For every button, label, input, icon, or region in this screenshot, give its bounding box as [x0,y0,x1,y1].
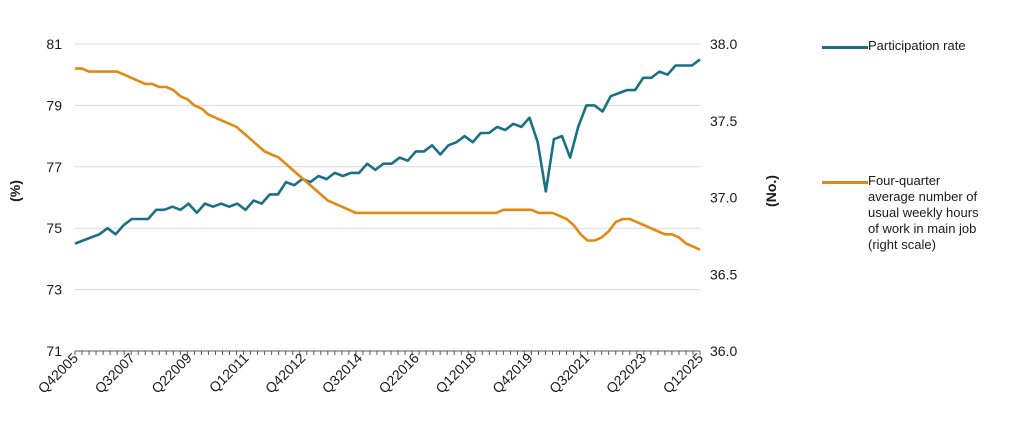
left-axis-title: (%) [7,180,23,202]
x-tick-label: Q22009 [148,350,195,397]
right-tick-label: 37.5 [710,113,737,129]
right-tick-label: 37.0 [710,190,737,206]
left-tick-label: 79 [46,97,62,113]
left-tick-label: 73 [46,282,62,298]
right-tick-label: 36.0 [710,343,737,359]
legend-swatch-participation [822,46,868,49]
legend-label-participation: Participation rate [868,38,966,53]
right-y-axis: 36.0 36.5 37.0 37.5 38.0 [710,36,737,359]
x-tick-label: Q22023 [603,350,650,397]
x-axis: Q42005 Q32007 Q22009 Q12011 Q42012 Q32014 Q220… [35,350,707,397]
legend: Participation rate Four-quarter average … [822,38,1022,278]
legend-label-hours: Four-quarter average number of usual wee… [868,173,979,252]
right-axis-title: (No.) [763,175,779,207]
x-tick-label: Q32014 [319,350,366,397]
participation-rate-line [74,58,701,245]
x-tick-label: Q32021 [546,350,593,397]
left-tick-label: 81 [46,36,62,52]
left-y-axis: 71 73 75 77 79 81 [46,36,62,359]
right-tick-label: 36.5 [710,266,737,282]
weekly-hours-line [75,67,701,251]
x-tick-label: Q22016 [375,350,422,397]
left-tick-label: 77 [46,159,62,175]
gridlines [75,43,700,291]
x-tick-label: Q42019 [489,350,536,397]
left-tick-label: 71 [46,343,62,359]
x-tick-label: Q12011 [206,350,252,396]
x-tick-label: Q42012 [262,350,309,397]
right-tick-label: 38.0 [710,36,737,52]
x-tick-label: Q32007 [91,350,138,397]
x-tick-label: Q12025 [660,350,707,397]
series-lines [74,58,701,251]
x-tick-label: Q12018 [432,350,479,397]
legend-swatch-hours [822,181,868,184]
left-tick-label: 75 [46,220,62,236]
